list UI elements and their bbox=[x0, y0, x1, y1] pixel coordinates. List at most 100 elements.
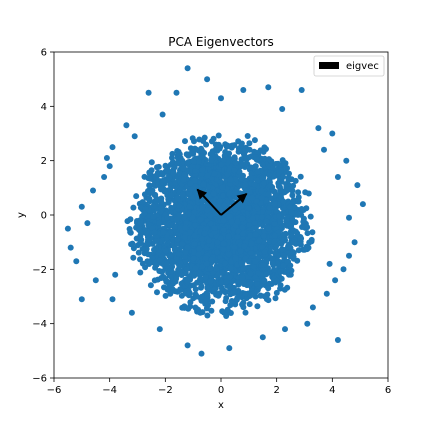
scatter-point bbox=[295, 211, 302, 218]
scatter-point bbox=[217, 235, 224, 242]
scatter-point bbox=[334, 337, 341, 343]
scatter-point bbox=[295, 198, 302, 204]
scatter-point bbox=[183, 220, 190, 226]
scatter-point bbox=[258, 214, 265, 221]
y-axis-label: y bbox=[16, 212, 27, 218]
scatter-point bbox=[232, 255, 239, 262]
scatter-point bbox=[192, 168, 199, 174]
chart-title: PCA Eigenvectors bbox=[168, 35, 273, 49]
scatter-point bbox=[150, 213, 157, 220]
scatter-point bbox=[190, 282, 197, 289]
scatter-point bbox=[207, 265, 214, 272]
scatter-point bbox=[182, 234, 188, 241]
scatter-point bbox=[204, 290, 211, 297]
scatter-point bbox=[202, 300, 209, 307]
scatter-point bbox=[254, 168, 261, 175]
scatter-point bbox=[226, 345, 233, 352]
scatter-point bbox=[210, 190, 217, 197]
scatter-point bbox=[250, 263, 257, 270]
scatter-point bbox=[298, 87, 305, 93]
scatter-point bbox=[297, 235, 304, 242]
scatter-point bbox=[219, 184, 226, 191]
scatter-point bbox=[127, 216, 134, 223]
scatter-point bbox=[259, 244, 266, 250]
legend: eigvec bbox=[313, 55, 385, 77]
scatter-point bbox=[285, 250, 292, 257]
scatter-point bbox=[237, 248, 244, 255]
scatter-point bbox=[149, 255, 156, 261]
scatter-point bbox=[204, 284, 211, 291]
scatter-point bbox=[231, 189, 238, 196]
scatter-point bbox=[263, 296, 270, 303]
scatter-point bbox=[292, 228, 299, 235]
scatter-point bbox=[146, 182, 153, 189]
scatter-point bbox=[271, 238, 278, 245]
scatter-point bbox=[273, 277, 280, 284]
scatter-point bbox=[153, 238, 160, 244]
legend-label: eigvec bbox=[346, 61, 379, 72]
y-tick-label: −2 bbox=[32, 265, 47, 276]
scatter-point bbox=[145, 236, 152, 243]
scatter-point bbox=[208, 307, 215, 314]
scatter-point bbox=[213, 146, 219, 152]
scatter-point bbox=[162, 292, 169, 299]
scatter-point bbox=[158, 198, 165, 205]
scatter-point bbox=[279, 106, 286, 112]
scatter-point bbox=[227, 265, 234, 272]
scatter-point bbox=[145, 89, 152, 96]
scatter-point bbox=[246, 222, 253, 228]
scatter-point bbox=[171, 164, 178, 171]
scatter-point bbox=[176, 202, 183, 209]
y-tick-label: −6 bbox=[32, 374, 47, 385]
scatter-point bbox=[231, 167, 238, 174]
scatter-point bbox=[198, 293, 205, 300]
scatter-point bbox=[208, 150, 215, 157]
scatter-point bbox=[195, 251, 202, 258]
scatter-point bbox=[220, 227, 227, 233]
scatter-point bbox=[217, 198, 223, 205]
scatter-point bbox=[273, 289, 280, 296]
scatter-point bbox=[272, 295, 279, 302]
scatter-point bbox=[239, 224, 246, 231]
scatter-point bbox=[266, 205, 273, 211]
scatter-point bbox=[143, 230, 150, 237]
scatter-point bbox=[203, 260, 210, 267]
scatter-point bbox=[184, 244, 191, 251]
scatter-point bbox=[183, 266, 190, 272]
scatter-points bbox=[64, 65, 366, 357]
scatter-point bbox=[260, 180, 267, 187]
x-tick-label: −6 bbox=[47, 385, 62, 396]
scatter-point bbox=[340, 266, 347, 273]
scatter-point bbox=[138, 240, 144, 247]
scatter-point bbox=[215, 292, 222, 299]
scatter-point bbox=[139, 245, 146, 252]
scatter-point bbox=[252, 163, 259, 170]
scatter-point bbox=[179, 241, 186, 247]
scatter-point bbox=[232, 159, 239, 166]
scatter-point bbox=[166, 252, 173, 259]
scatter-point bbox=[178, 272, 185, 278]
scatter-point bbox=[248, 240, 255, 247]
scatter-point bbox=[277, 193, 284, 200]
scatter-point bbox=[290, 239, 297, 246]
scatter-point bbox=[227, 176, 234, 183]
scatter-point bbox=[155, 171, 162, 178]
scatter-point bbox=[303, 205, 310, 212]
scatter-point bbox=[263, 271, 270, 278]
scatter-point bbox=[215, 132, 222, 139]
scatter-point bbox=[130, 254, 137, 261]
legend-box bbox=[313, 55, 385, 77]
scatter-point bbox=[241, 243, 248, 250]
scatter-point bbox=[126, 226, 133, 232]
scatter-point bbox=[260, 232, 267, 239]
scatter-point bbox=[228, 218, 235, 225]
scatter-point bbox=[334, 174, 341, 180]
scatter-point bbox=[135, 249, 142, 256]
scatter-point bbox=[269, 260, 276, 267]
scatter-point bbox=[354, 182, 361, 189]
scatter-point bbox=[254, 303, 261, 310]
scatter-point bbox=[255, 270, 262, 277]
scatter-point bbox=[206, 237, 213, 244]
